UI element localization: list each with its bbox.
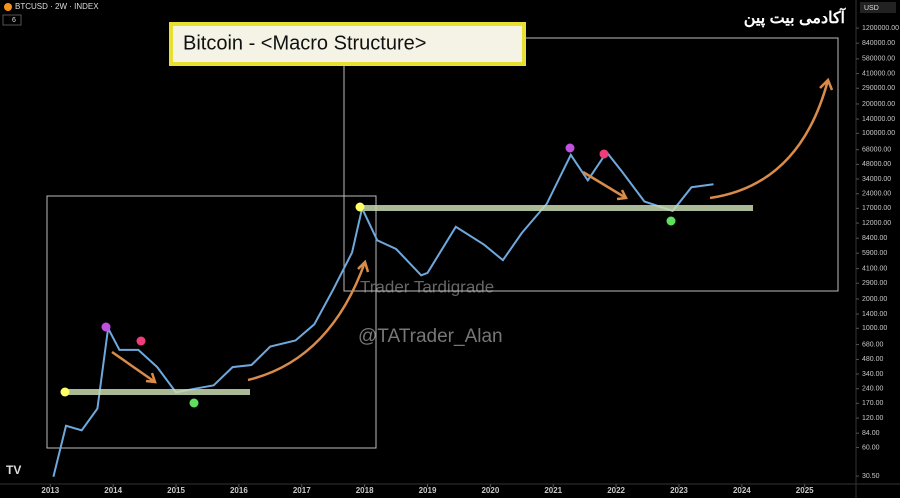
logo: آکادمی بیت پین [744, 6, 847, 28]
y-tick-label: 68000.00 [862, 146, 891, 153]
y-tick-label: 17000.00 [862, 205, 891, 212]
symbol: BTCUSD · 2W · INDEX [15, 2, 99, 11]
y-tick-label: 24000.00 [862, 191, 891, 198]
y-tick-label: 100000.00 [862, 130, 895, 137]
y-tick-label: 5900.00 [862, 250, 887, 257]
arrows [111, 77, 834, 384]
watermark: Trader Tardigrade [360, 277, 494, 296]
x-tick-label: 2024 [733, 486, 751, 495]
dot [189, 398, 199, 408]
arrow [709, 77, 834, 200]
x-tick-label: 2015 [167, 486, 185, 495]
range-box [343, 37, 839, 292]
dot [565, 143, 575, 153]
x-tick-label: 2014 [104, 486, 122, 495]
watermark: @TATrader_Alan [358, 326, 503, 347]
y-tick-label: 34000.00 [862, 176, 891, 183]
x-tick-label: 2018 [356, 486, 374, 495]
y-tick-label: 140000.00 [862, 116, 895, 123]
arrow [247, 259, 370, 382]
markers [60, 143, 676, 408]
y-tick-label: 290000.00 [862, 85, 895, 92]
tv-logo: TV [6, 463, 21, 477]
chart-title: Bitcoin - <Macro Structure> [183, 32, 426, 54]
y-tick-label: 48000.00 [862, 161, 891, 168]
x-tick-label: 2025 [796, 486, 814, 495]
x-tick-label: 2013 [41, 486, 59, 495]
y-tick-label: 1000.00 [862, 325, 887, 332]
range-box [46, 195, 377, 449]
y-tick-label: 1200000.00 [862, 25, 899, 32]
y-tick-label: 1400.00 [862, 311, 887, 318]
x-tick-label: 2023 [670, 486, 688, 495]
badge-box [2, 14, 22, 26]
y-tick-label: 2000.00 [862, 296, 887, 303]
y-tick-label: 12000.00 [862, 220, 891, 227]
currency-box [860, 2, 896, 13]
dot [666, 216, 676, 226]
y-tick-label: 580000.00 [862, 56, 895, 63]
currency: USD [864, 5, 879, 12]
y-tick-label: 30.50 [862, 473, 880, 480]
arrow [111, 350, 157, 384]
y-tick-label: 200000.00 [862, 101, 895, 108]
y-tick-label: 240.00 [862, 386, 884, 393]
dot [599, 149, 609, 159]
y-tick-label: 60.00 [862, 444, 880, 451]
support-line [364, 205, 753, 211]
symbol-icon [4, 3, 12, 11]
dot [60, 387, 70, 397]
title-box [169, 22, 526, 66]
x-tick-label: 2021 [544, 486, 562, 495]
y-tick-label: 170.00 [862, 400, 884, 407]
x-tick-label: 2016 [230, 486, 248, 495]
x-tick-label: 2019 [419, 486, 437, 495]
y-tick-label: 84.00 [862, 430, 880, 437]
dot [136, 336, 146, 346]
y-tick-label: 840000.00 [862, 40, 895, 47]
arrow [582, 170, 628, 201]
y-tick-label: 680.00 [862, 341, 884, 348]
x-tick-label: 2017 [293, 486, 311, 495]
y-tick-label: 8400.00 [862, 235, 887, 242]
y-tick-label: 480.00 [862, 356, 884, 363]
y-tick-label: 2900.00 [862, 280, 887, 287]
support-line [64, 389, 250, 395]
dot [355, 202, 365, 212]
dot [101, 322, 111, 332]
x-tick-label: 2022 [607, 486, 625, 495]
x-tick-label: 2020 [481, 486, 499, 495]
y-tick-label: 4100.00 [862, 265, 887, 272]
badge: 6 [12, 17, 16, 24]
y-tick-label: 410000.00 [862, 70, 895, 77]
y-tick-label: 120.00 [862, 415, 884, 422]
y-tick-label: 340.00 [862, 371, 884, 378]
